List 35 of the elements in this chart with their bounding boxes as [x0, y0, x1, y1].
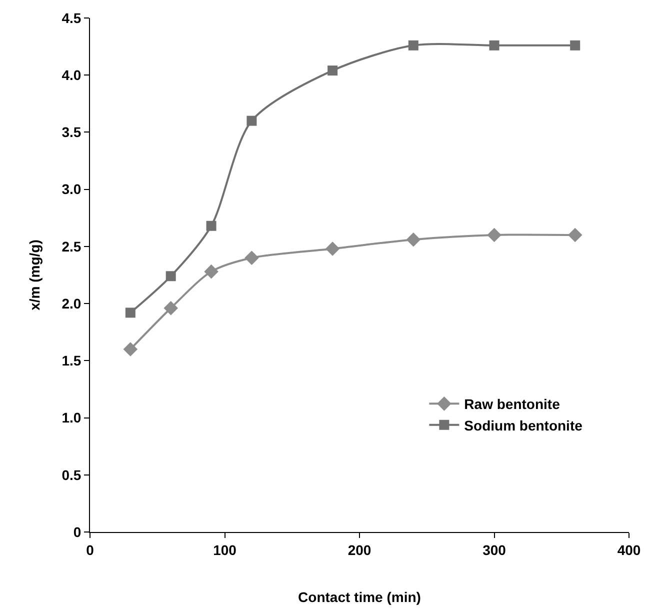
legend-label: Raw bentonite: [464, 396, 560, 412]
y-tick-label: 1.0: [62, 410, 82, 426]
point: [206, 220, 216, 231]
point: [489, 40, 500, 50]
y-tick-label: 2.5: [62, 238, 82, 254]
x-axis-title: Contact time (min): [298, 589, 421, 606]
y-tick-label: 3.5: [62, 124, 82, 140]
point: [568, 228, 582, 242]
x-tick-label: 200: [348, 542, 372, 558]
y-tick-label: 3.0: [62, 181, 82, 198]
y-tick-label: 4.5: [62, 10, 82, 26]
legend-label: Sodium bentonite: [464, 417, 583, 434]
point: [487, 228, 502, 242]
y-tick-label: 2.0: [62, 295, 82, 312]
x-tick-label: 100: [213, 542, 237, 558]
point: [408, 40, 418, 50]
point: [204, 264, 218, 279]
point: [166, 271, 176, 282]
point: [406, 232, 421, 247]
y-tick-label: 1.5: [62, 352, 82, 369]
x-tick-label: 0: [86, 542, 94, 558]
point: [246, 116, 257, 126]
y-tick-label: 0.5: [62, 466, 82, 483]
point: [325, 242, 340, 256]
x-tick-label: 300: [482, 542, 506, 558]
y-tick-label: 4.0: [62, 67, 82, 84]
point: [123, 342, 138, 356]
x-tick-label: 400: [617, 542, 641, 558]
point: [328, 66, 338, 76]
y-axis-title: x/m (mg/g): [26, 240, 42, 310]
point: [164, 300, 178, 316]
point: [570, 40, 580, 50]
y-tick-label: 0: [73, 524, 82, 540]
point: [125, 308, 136, 318]
point: [244, 250, 259, 266]
